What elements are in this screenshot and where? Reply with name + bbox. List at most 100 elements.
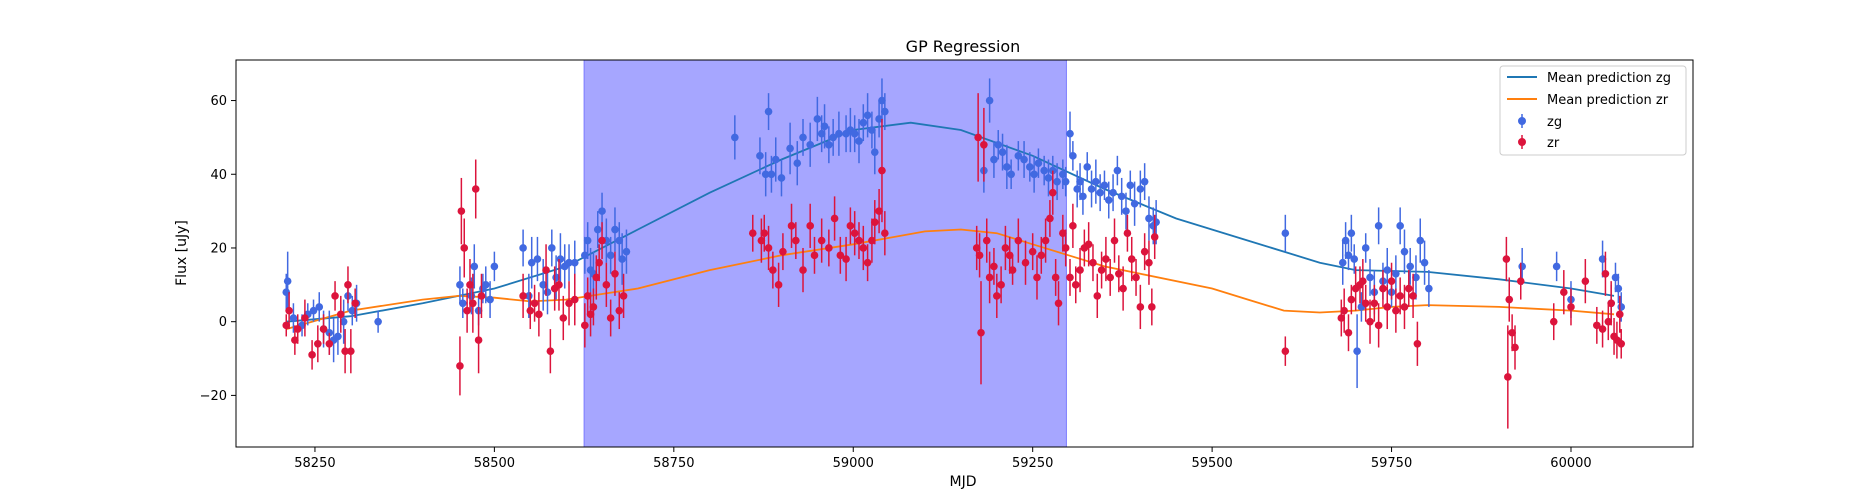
data-point: [994, 140, 1003, 149]
x-tick-label: 60000: [1550, 456, 1591, 471]
data-point: [606, 314, 615, 322]
data-point: [1552, 262, 1561, 271]
data-point: [456, 281, 464, 289]
data-point: [1370, 299, 1379, 308]
data-point: [1392, 269, 1400, 278]
data-point: [1100, 181, 1109, 190]
data-point: [470, 262, 479, 271]
data-point: [829, 133, 837, 142]
data-point: [325, 340, 334, 348]
data-point: [817, 129, 826, 138]
data-point: [285, 306, 293, 315]
data-point: [767, 170, 776, 179]
data-point: [972, 244, 981, 252]
data-point: [1379, 284, 1387, 293]
data-point: [786, 144, 794, 153]
data-point: [535, 310, 543, 319]
data-point: [539, 281, 547, 289]
data-point: [533, 255, 542, 263]
data-point: [466, 281, 474, 289]
data-point: [1126, 181, 1135, 190]
data-point: [974, 133, 982, 142]
data-point: [618, 255, 626, 263]
data-point: [1079, 192, 1087, 201]
plot-area: [282, 59, 1626, 448]
data-point: [875, 207, 883, 215]
data-point: [559, 314, 568, 322]
data-point: [602, 281, 611, 289]
data-point: [1123, 229, 1132, 238]
data-point: [1409, 292, 1417, 300]
data-point: [1392, 306, 1400, 315]
data-point: [769, 266, 777, 274]
data-point: [1604, 317, 1613, 326]
legend-label-zg-prediction: Mean prediction zg: [1547, 71, 1671, 86]
data-point: [756, 152, 764, 160]
data-point: [527, 258, 536, 267]
data-point: [1504, 373, 1512, 381]
data-point: [463, 306, 471, 315]
x-tick-label: 58750: [653, 456, 694, 471]
data-point: [1400, 303, 1409, 311]
data-point: [1350, 255, 1359, 263]
data-point: [1607, 299, 1615, 308]
data-point: [1071, 281, 1080, 289]
y-tick-label: 20: [210, 241, 227, 256]
data-point: [990, 262, 998, 271]
data-point: [1425, 284, 1433, 293]
data-point: [1347, 295, 1356, 304]
data-point: [748, 229, 757, 238]
data-point: [1366, 273, 1374, 282]
data-point: [992, 292, 1001, 300]
data-point: [1097, 266, 1106, 274]
data-point: [331, 292, 339, 300]
data-point: [1617, 303, 1626, 311]
legend-marker-zg: [1518, 117, 1526, 125]
data-point: [878, 166, 886, 175]
legend: Mean prediction zg Mean prediction zr zg…: [1499, 65, 1687, 156]
data-point: [881, 229, 889, 238]
data-point: [855, 236, 863, 245]
data-point: [1581, 277, 1590, 285]
data-point: [977, 328, 985, 337]
y-tick-label: 60: [210, 94, 227, 109]
data-point: [543, 288, 552, 297]
series-zr: [282, 93, 1626, 429]
axes-frame: [235, 59, 1694, 448]
data-point: [1014, 152, 1023, 160]
data-point: [1150, 233, 1159, 241]
data-point: [998, 148, 1007, 156]
data-point: [1361, 299, 1370, 308]
data-point: [777, 174, 786, 182]
data-point: [622, 247, 631, 256]
data-point: [1073, 185, 1081, 193]
data-point: [1145, 258, 1153, 267]
legend-marker-zr: [1518, 138, 1526, 146]
data-point: [1505, 295, 1514, 304]
data-point: [570, 258, 579, 267]
legend-frame: [1499, 65, 1687, 156]
data-point: [1359, 277, 1367, 285]
data-point: [1061, 177, 1070, 186]
data-point: [565, 299, 573, 308]
data-point: [592, 273, 601, 282]
x-tick-label: 59000: [833, 456, 874, 471]
data-point: [555, 281, 563, 289]
data-point: [850, 129, 859, 138]
data-point: [481, 281, 490, 289]
data-point: [1614, 284, 1623, 293]
data-point: [985, 96, 994, 105]
data-point: [1066, 273, 1074, 282]
data-point: [830, 214, 839, 223]
data-point: [581, 251, 589, 260]
y-tick-label: −20: [200, 389, 227, 404]
data-point: [799, 133, 807, 142]
data-point: [1083, 163, 1092, 171]
data-point: [881, 107, 889, 116]
data-point: [556, 255, 565, 263]
data-point: [459, 299, 467, 308]
y-tick-label: 40: [210, 168, 227, 183]
data-point: [460, 244, 469, 252]
data-point: [1046, 214, 1054, 223]
data-point: [1406, 262, 1415, 271]
